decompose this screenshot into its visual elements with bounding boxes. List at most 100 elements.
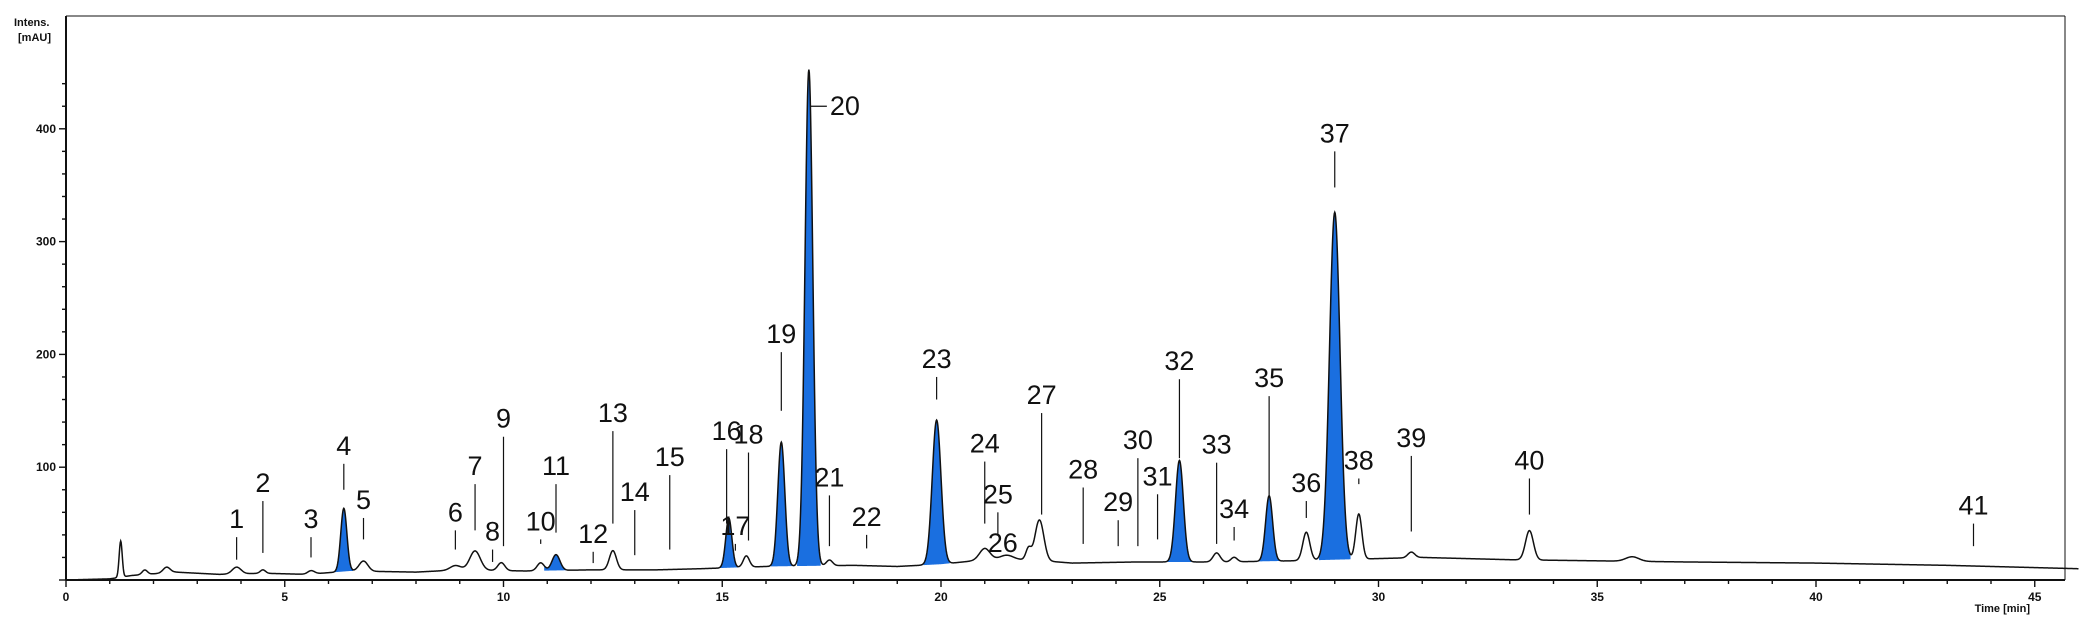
x-tick-label: 40 <box>1809 590 1823 604</box>
peak-annotation-12: 12 <box>578 519 608 564</box>
peak-label: 8 <box>485 517 500 547</box>
peak-label: 27 <box>1027 380 1057 410</box>
peak-annotation-1: 1 <box>229 504 244 560</box>
peak-label: 7 <box>468 451 483 481</box>
y-tick-label: 300 <box>36 235 56 249</box>
peak-label: 23 <box>922 344 952 374</box>
peak-annotation-31: 31 <box>1143 461 1173 540</box>
peak-label: 25 <box>983 479 1013 509</box>
peak-label: 13 <box>598 398 628 428</box>
peak-annotation-23: 23 <box>922 344 952 400</box>
peak-annotation-37: 37 <box>1320 118 1350 188</box>
peak-annotation-2: 2 <box>255 468 270 553</box>
x-tick-label: 25 <box>1153 590 1167 604</box>
peak-annotation-40: 40 <box>1514 445 1544 515</box>
peak-annotation-17: 17 <box>720 511 750 551</box>
peak-label: 24 <box>970 429 1000 459</box>
peak-label: 6 <box>448 497 463 527</box>
peak-annotation-33: 33 <box>1202 430 1232 544</box>
x-tick-label: 0 <box>63 590 70 604</box>
peak-label: 26 <box>988 528 1018 558</box>
peak-label: 34 <box>1219 494 1249 524</box>
peak-annotation-39: 39 <box>1396 423 1426 532</box>
peak-label: 18 <box>733 420 763 450</box>
peak-annotation-20: 20 <box>810 91 860 121</box>
peak-annotation-36: 36 <box>1291 468 1321 518</box>
peak-annotation-30: 30 <box>1123 425 1153 547</box>
peak-label: 16 <box>712 416 742 446</box>
shaded-peaks-layer <box>334 69 1351 573</box>
peak-annotation-22: 22 <box>852 502 882 549</box>
peak-label: 5 <box>356 485 371 515</box>
peak-label: 17 <box>720 511 750 541</box>
peak-label: 4 <box>336 431 351 461</box>
peak-annotation-3: 3 <box>303 504 319 558</box>
peak-annotation-27: 27 <box>1027 380 1057 515</box>
peak-label: 39 <box>1396 423 1426 453</box>
x-tick-label: 45 <box>2028 590 2042 604</box>
peak-label: 21 <box>814 462 844 492</box>
peak-label: 29 <box>1103 487 1133 517</box>
peak-label: 36 <box>1291 468 1321 498</box>
peak-label: 20 <box>830 91 860 121</box>
peak-annotation-9: 9 <box>496 404 511 547</box>
peak-annotation-35: 35 <box>1254 363 1284 498</box>
x-tick-label: 20 <box>934 590 948 604</box>
peak-label: 15 <box>655 442 685 472</box>
peak-annotation-11: 11 <box>542 451 570 533</box>
y-axis-label-line-1: Intens. <box>14 17 49 29</box>
peak-annotation-4: 4 <box>336 431 351 490</box>
peak-annotation-34: 34 <box>1219 494 1249 541</box>
shaded-peak-29 <box>1319 212 1351 561</box>
x-tick-label: 35 <box>1591 590 1605 604</box>
peak-annotation-15: 15 <box>655 442 685 550</box>
peak-label: 41 <box>1958 491 1988 521</box>
peak-label: 35 <box>1254 363 1284 393</box>
peak-label: 10 <box>526 506 556 536</box>
peak-label: 32 <box>1164 346 1194 376</box>
x-tick-label: 15 <box>716 590 730 604</box>
x-tick-label: 5 <box>281 590 288 604</box>
peak-label: 12 <box>578 519 608 549</box>
peak-annotation-21: 21 <box>814 462 844 547</box>
peak-label: 3 <box>303 504 318 534</box>
peak-annotation-41: 41 <box>1958 491 1989 547</box>
peak-annotation-26: 26 <box>988 528 1018 558</box>
peak-label: 38 <box>1344 445 1374 475</box>
y-tick-label: 100 <box>36 460 56 474</box>
peak-annotation-6: 6 <box>448 497 463 550</box>
peak-label: 22 <box>852 502 882 532</box>
peak-label: 2 <box>255 468 270 498</box>
chromatogram-trace <box>65 69 2079 581</box>
peak-label: 19 <box>766 319 796 349</box>
peak-annotation-18: 18 <box>733 420 764 541</box>
peak-annotation-13: 13 <box>598 398 628 524</box>
y-tick-label: 400 <box>36 122 56 136</box>
peak-label: 28 <box>1068 455 1098 485</box>
peak-annotation-16: 16 <box>712 416 742 524</box>
peak-annotation-25: 25 <box>983 479 1013 535</box>
peak-label: 40 <box>1514 445 1544 475</box>
y-tick-label: 200 <box>36 347 56 361</box>
peak-label: 30 <box>1123 425 1153 455</box>
peak-annotation-29: 29 <box>1103 487 1133 547</box>
peak-annotation-28: 28 <box>1068 455 1098 544</box>
peak-annotation-7: 7 <box>468 451 483 531</box>
peak-annotation-38: 38 <box>1344 445 1374 485</box>
x-axis-label: Time [min] <box>1975 603 2031 615</box>
peak-annotation-24: 24 <box>970 429 1000 524</box>
peak-label: 31 <box>1143 461 1173 491</box>
y-axis-label-line-2: [mAU] <box>18 32 51 44</box>
peak-label: 11 <box>542 451 570 481</box>
peak-annotation-19: 19 <box>766 319 796 411</box>
x-tick-label: 10 <box>497 590 511 604</box>
peak-label: 33 <box>1202 430 1232 460</box>
peak-annotation-32: 32 <box>1164 346 1194 459</box>
x-tick-label: 30 <box>1372 590 1386 604</box>
peak-label: 9 <box>496 404 511 434</box>
peak-label: 37 <box>1320 118 1350 148</box>
peak-label: 1 <box>229 504 244 534</box>
